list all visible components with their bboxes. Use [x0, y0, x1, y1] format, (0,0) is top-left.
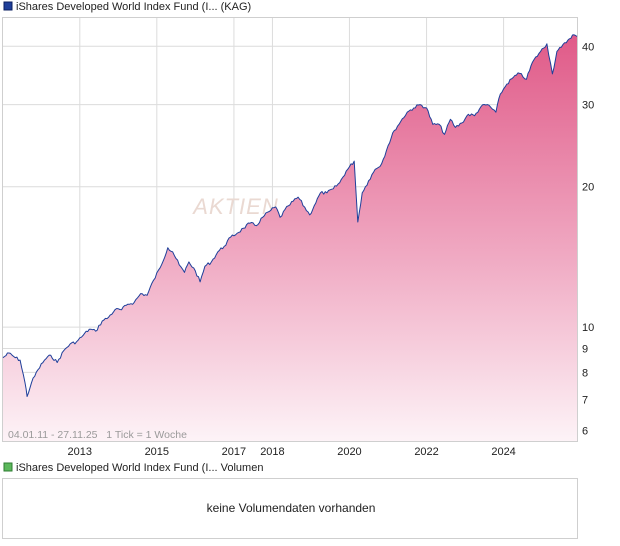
y-axis-ticks: 6 7 8 9 10 20 30 40 — [582, 41, 594, 437]
y-tick-label: 40 — [582, 41, 594, 53]
volume-legend-swatch — [3, 462, 13, 472]
y-tick-label: 7 — [582, 394, 588, 406]
x-tick-label: 2017 — [222, 446, 246, 458]
price-area-fill — [3, 34, 577, 442]
volume-plot-frame — [2, 478, 578, 539]
price-series-line — [2, 34, 578, 397]
price-legend-swatch — [3, 1, 13, 11]
x-tick-label: 2024 — [491, 446, 515, 458]
watermark: AKTIEN — [191, 194, 278, 219]
x-tick-label: 2020 — [337, 446, 361, 458]
x-tick-label: 2022 — [414, 446, 438, 458]
x-tick-label: 2018 — [260, 446, 284, 458]
y-tick-label: 10 — [582, 322, 594, 334]
date-range-note: 04.01.11 - 27.11.25 1 Tick = 1 Woche — [8, 429, 187, 441]
y-tick-label: 6 — [582, 426, 588, 438]
y-tick-label: 8 — [582, 367, 588, 379]
y-tick-label: 9 — [582, 343, 588, 355]
x-axis-ticks: 2013 2015 2017 2018 2020 2022 2024 — [68, 446, 516, 458]
x-tick-label: 2013 — [68, 446, 92, 458]
y-tick-label: 20 — [582, 182, 594, 194]
volume-empty-message: keine Volumendaten vorhanden — [207, 501, 376, 515]
volume-legend-label: iShares Developed World Index Fund (I...… — [16, 462, 263, 474]
y-tick-label: 30 — [582, 100, 594, 112]
price-area-layer — [2, 34, 578, 442]
x-tick-label: 2015 — [145, 446, 169, 458]
price-legend-label: iShares Developed World Index Fund (I...… — [16, 1, 251, 13]
